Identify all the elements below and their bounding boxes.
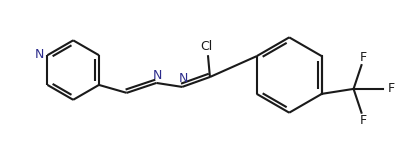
Text: F: F [360,114,367,127]
Text: F: F [360,51,367,64]
Text: Cl: Cl [200,40,212,53]
Text: N: N [153,69,162,82]
Text: F: F [388,82,395,95]
Text: N: N [35,48,44,61]
Text: N: N [178,73,188,86]
